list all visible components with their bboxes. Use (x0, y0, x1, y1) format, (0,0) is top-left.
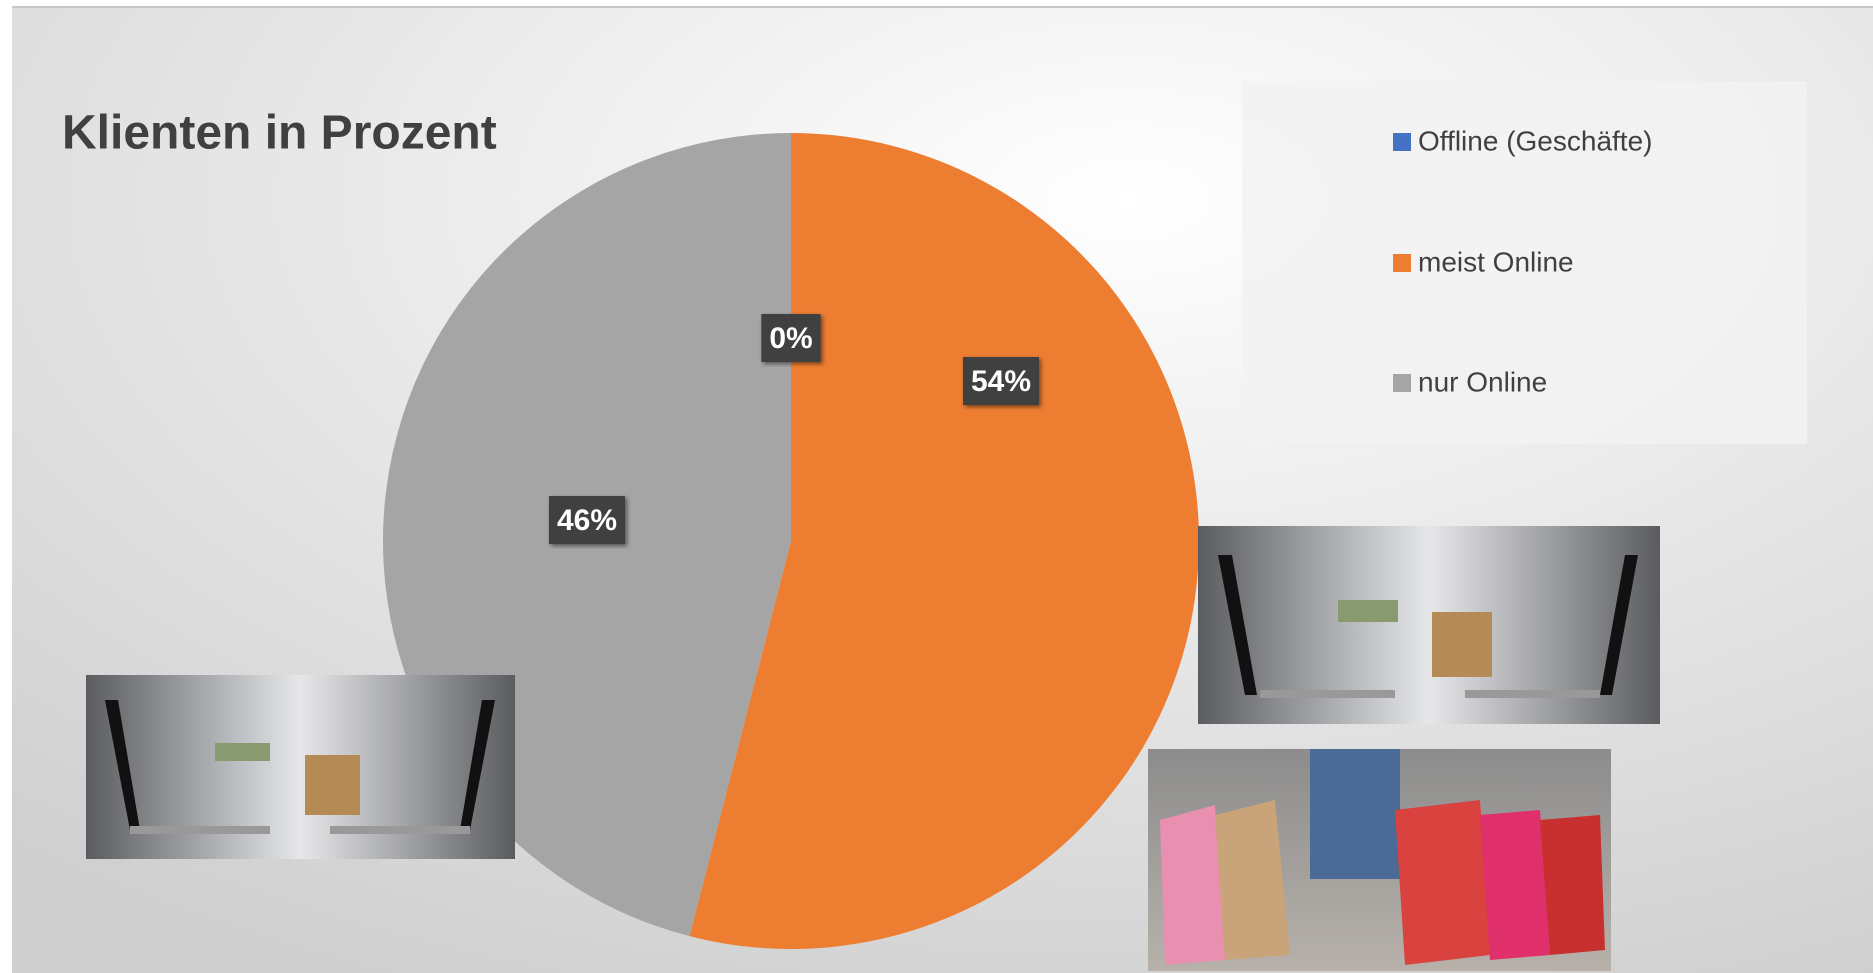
chart-title: Klienten in Prozent (62, 107, 497, 160)
photo (1198, 526, 1660, 724)
data-label-text: 46% (557, 504, 617, 537)
legend-label: Offline (Geschäfte) (1418, 125, 1652, 156)
legend-swatch (1393, 374, 1411, 392)
data-label-text: 0% (769, 322, 812, 355)
legend-box (1242, 81, 1807, 444)
legend-label: nur Online (1418, 366, 1547, 397)
data-label: 46% (548, 496, 626, 544)
data-label-text: 54% (971, 365, 1031, 398)
data-label: 0% (761, 314, 821, 362)
data-label-box (962, 357, 1040, 405)
data-label: 54% (962, 357, 1040, 405)
photo (1148, 749, 1611, 971)
data-label-box (548, 496, 626, 544)
legend-swatch (1393, 254, 1411, 272)
legend-swatch (1393, 133, 1411, 151)
data-label-box (761, 314, 821, 362)
legend-label: meist Online (1418, 246, 1574, 277)
photo (86, 675, 515, 859)
